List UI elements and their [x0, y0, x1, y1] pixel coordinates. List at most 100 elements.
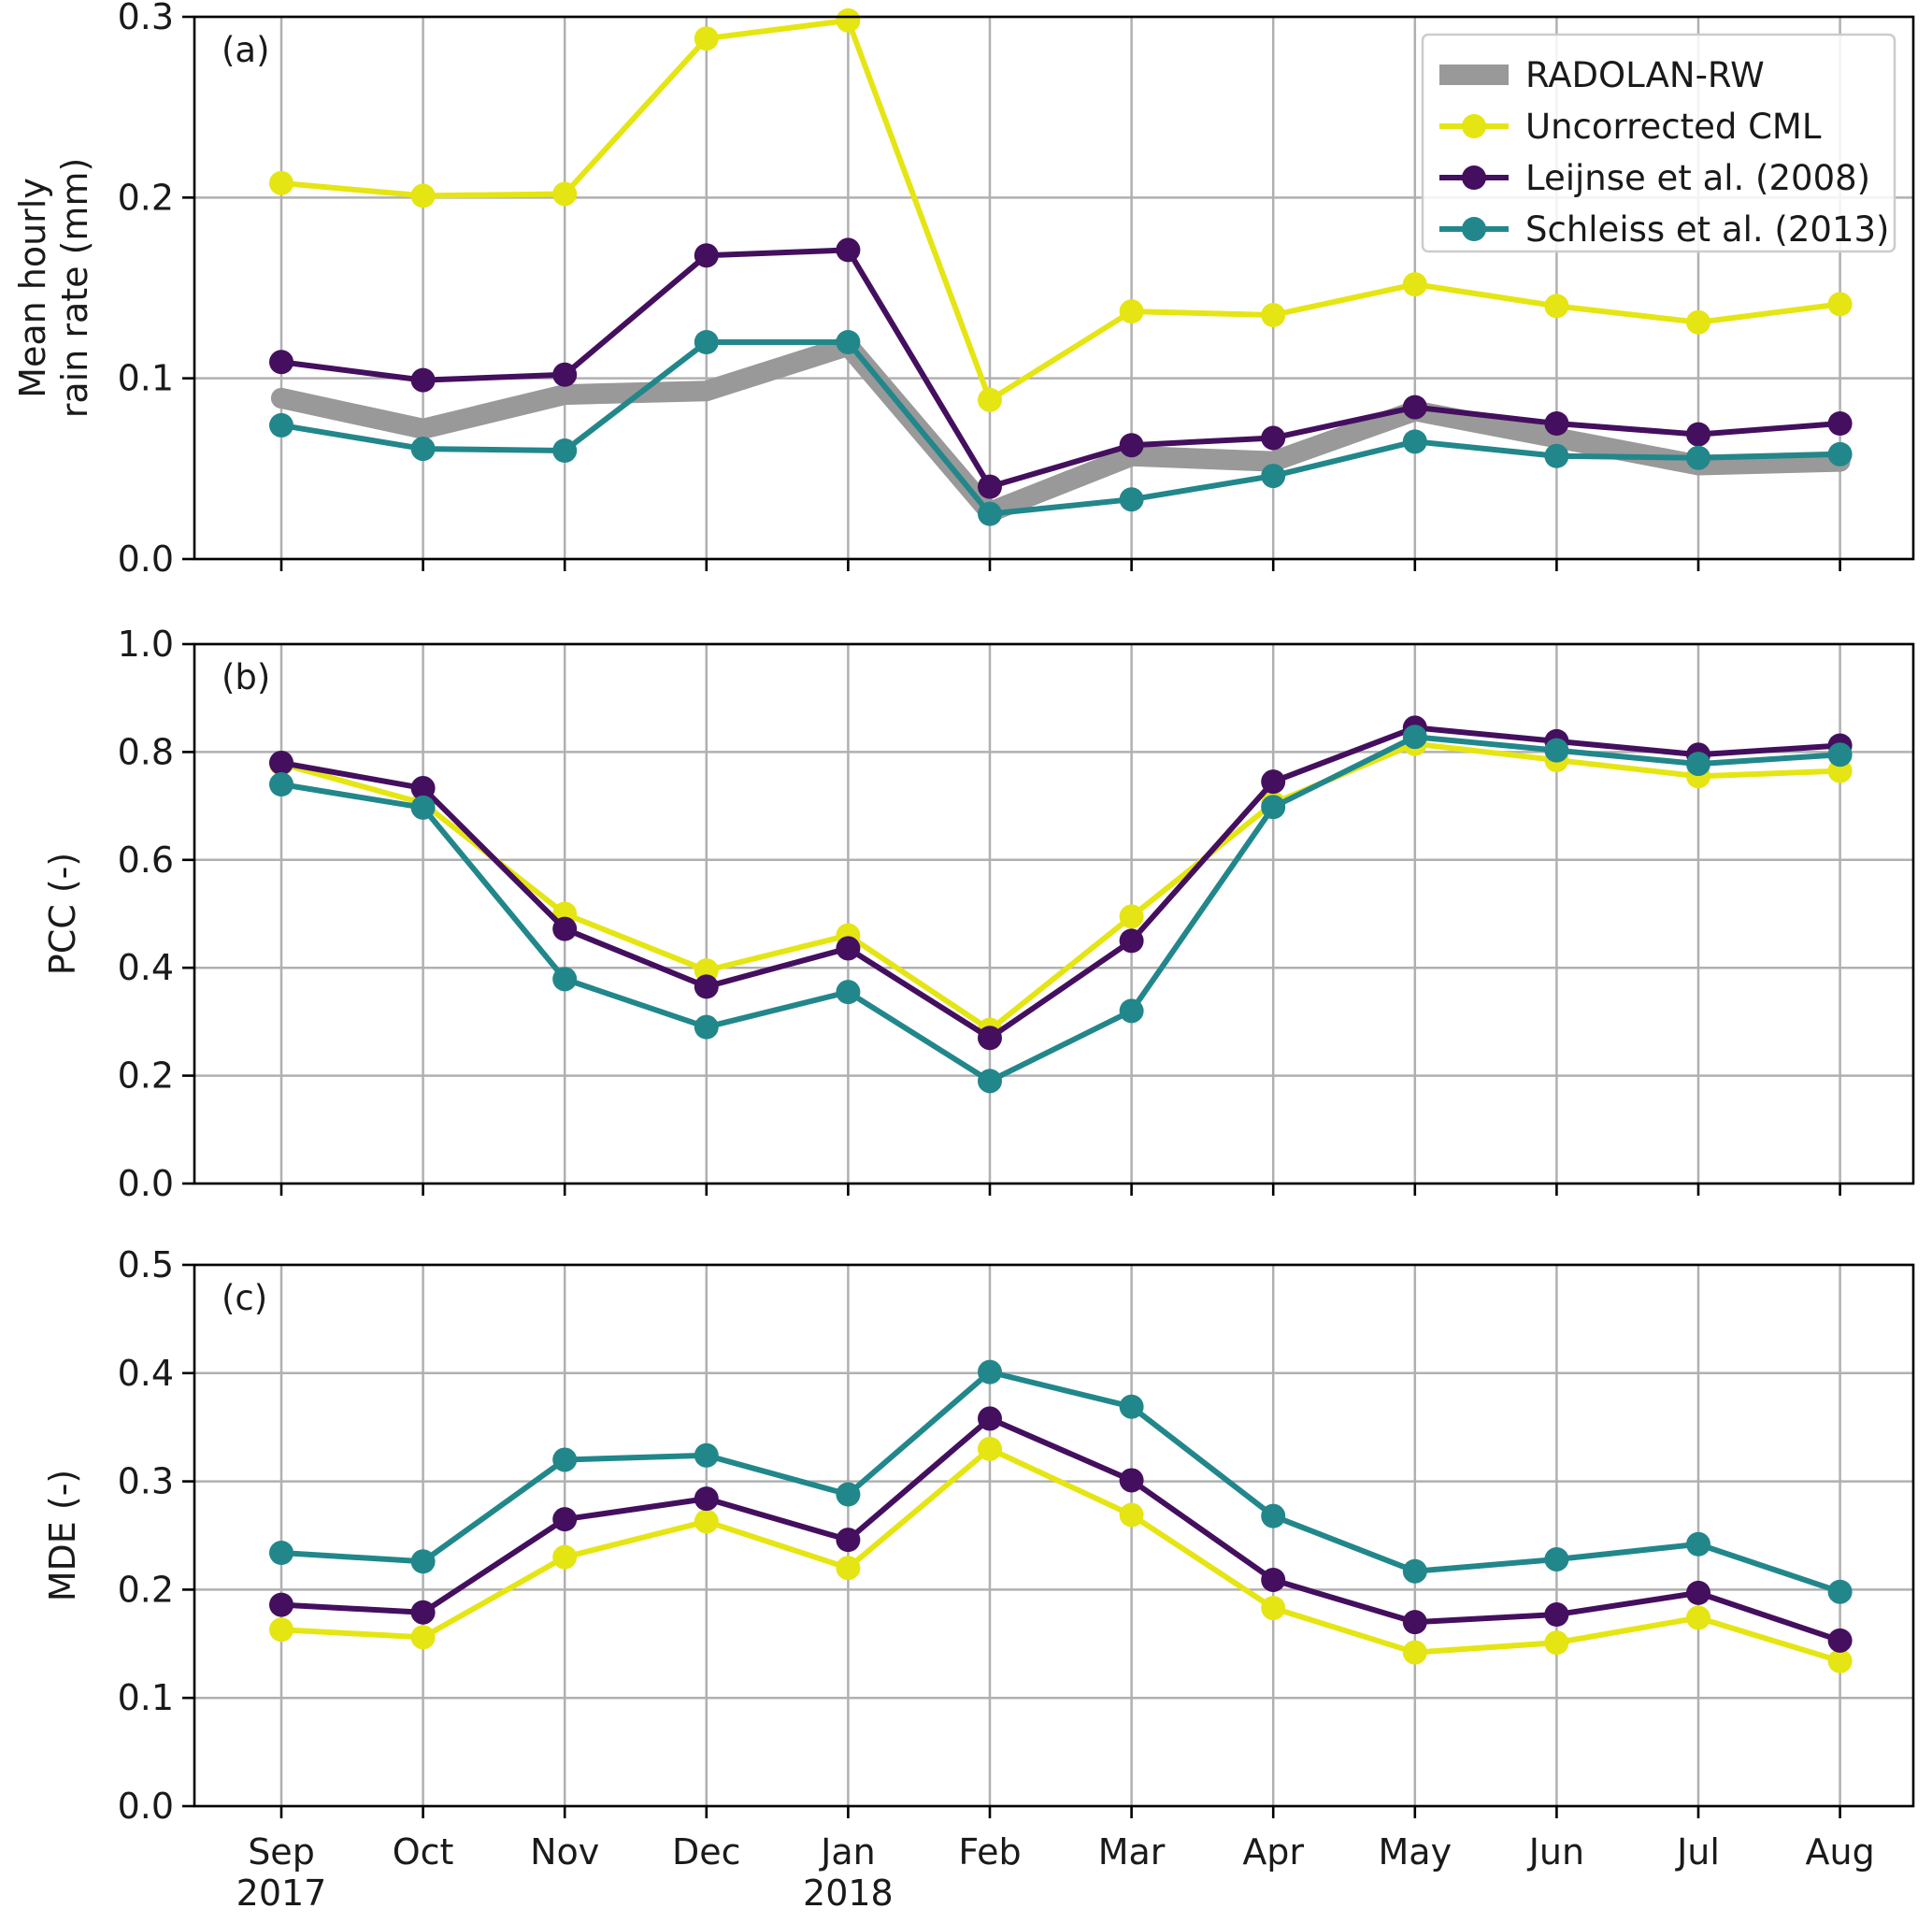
data-point — [978, 1406, 1002, 1431]
data-point — [694, 1442, 719, 1468]
data-point — [1827, 292, 1853, 317]
data-point — [1686, 1580, 1710, 1605]
data-point — [1827, 742, 1853, 768]
data-point — [1119, 1394, 1144, 1419]
data-point — [412, 418, 434, 439]
legend-marker — [1462, 217, 1486, 241]
legend-marker — [1464, 65, 1484, 85]
series-line — [279, 725, 1843, 1041]
y-axis-label-line: PCC (-) — [42, 853, 83, 975]
y-tick-label: 0.2 — [118, 1055, 174, 1097]
data-point — [978, 1436, 1002, 1461]
legend-label: Uncorrected CML — [1525, 107, 1822, 147]
data-point — [1119, 928, 1144, 954]
data-point — [836, 1528, 861, 1553]
data-point — [269, 1541, 293, 1566]
series-leijnse-et-al-2008 — [269, 1406, 1853, 1653]
y-tick-label: 0.2 — [118, 177, 174, 218]
data-point — [1686, 309, 1710, 335]
data-point — [1827, 1628, 1853, 1653]
data-point — [1119, 487, 1144, 512]
data-point — [694, 1014, 719, 1040]
data-point — [978, 387, 1002, 412]
data-point — [1261, 1567, 1286, 1592]
y-tick-label: 0.8 — [118, 731, 174, 772]
y-tick-label: 0.3 — [118, 0, 174, 37]
data-point — [1119, 433, 1144, 458]
data-point — [410, 1625, 436, 1650]
legend: RADOLAN-RW Uncorrected CML Leijnse et al. … — [1421, 33, 1896, 253]
data-point — [1119, 1468, 1144, 1493]
y-axis-label: Mean hourlyrain rate (mm) — [12, 158, 95, 419]
data-point — [1402, 1558, 1427, 1584]
plot-frame — [193, 15, 1915, 561]
data-point — [271, 387, 292, 409]
series-line — [279, 1445, 1843, 1664]
data-point — [1544, 1602, 1569, 1628]
data-point — [694, 26, 719, 51]
y-tick-label: 1.0 — [118, 624, 174, 665]
data-point — [1686, 422, 1710, 447]
y-tick-label: 0.6 — [118, 840, 174, 881]
y-tick-label: 0.2 — [118, 1569, 174, 1610]
data-point — [410, 367, 436, 393]
data-point — [694, 330, 719, 354]
data-point — [1686, 752, 1710, 777]
data-point — [836, 1482, 861, 1507]
x-tick-label: Oct — [393, 1831, 454, 1873]
data-point — [552, 362, 578, 387]
data-point — [836, 980, 861, 1005]
data-point — [1261, 1503, 1286, 1528]
data-point — [1261, 464, 1286, 489]
y-tick-label: 0.3 — [118, 1461, 174, 1502]
data-point — [1261, 795, 1286, 820]
data-point — [552, 1447, 578, 1472]
data-point — [1544, 411, 1569, 436]
series-schleiss-et-al-2013 — [269, 330, 1853, 526]
y-tick-label: 0.0 — [118, 1163, 174, 1204]
data-point — [1827, 411, 1853, 436]
data-point — [1402, 1610, 1427, 1635]
data-point — [1261, 303, 1286, 327]
x-tick-sublabel: 2017 — [236, 1873, 327, 1914]
series-uncorrected-cml — [269, 7, 1853, 412]
data-point — [695, 380, 717, 402]
data-point — [836, 330, 861, 354]
x-tick-label: Feb — [958, 1831, 1021, 1873]
data-point — [1544, 1546, 1569, 1571]
data-point — [836, 7, 861, 33]
legend-marker — [1462, 165, 1486, 190]
data-point — [552, 438, 578, 463]
data-point — [1119, 998, 1144, 1024]
data-point — [1119, 904, 1144, 929]
data-point — [1827, 1648, 1853, 1673]
data-point — [978, 1359, 1002, 1385]
data-point — [978, 1069, 1002, 1094]
data-point — [1827, 1579, 1853, 1604]
panel-a-mean-hourly-rain-rate: 0.0 0.1 0.2 0.3 Mean hourlyrain rate (mm) (a)… — [12, 0, 1915, 580]
data-point — [554, 384, 576, 406]
data-point — [269, 750, 293, 775]
plot-frame — [193, 642, 1915, 1185]
data-point — [1544, 738, 1569, 763]
x-tick-label: Jul — [1675, 1831, 1720, 1873]
x-tick-label: Dec — [672, 1831, 741, 1873]
data-point — [410, 1600, 436, 1625]
data-point — [410, 776, 436, 801]
data-point — [1119, 299, 1144, 324]
data-point — [269, 170, 293, 195]
data-point — [1544, 443, 1569, 468]
data-point — [1827, 441, 1853, 466]
series-line — [279, 339, 1843, 517]
series-leijnse-et-al-2008 — [269, 237, 1853, 499]
data-point — [552, 916, 578, 941]
series-line — [279, 247, 1843, 490]
data-point — [1261, 425, 1286, 451]
data-point — [1686, 445, 1710, 470]
y-tick-label: 0.0 — [118, 538, 174, 580]
data-point — [694, 1486, 719, 1512]
legend-label: RADOLAN-RW — [1525, 55, 1765, 95]
x-tick-label: Aug — [1805, 1831, 1874, 1873]
legend-label: Schleiss et al. (2013) — [1525, 209, 1889, 250]
